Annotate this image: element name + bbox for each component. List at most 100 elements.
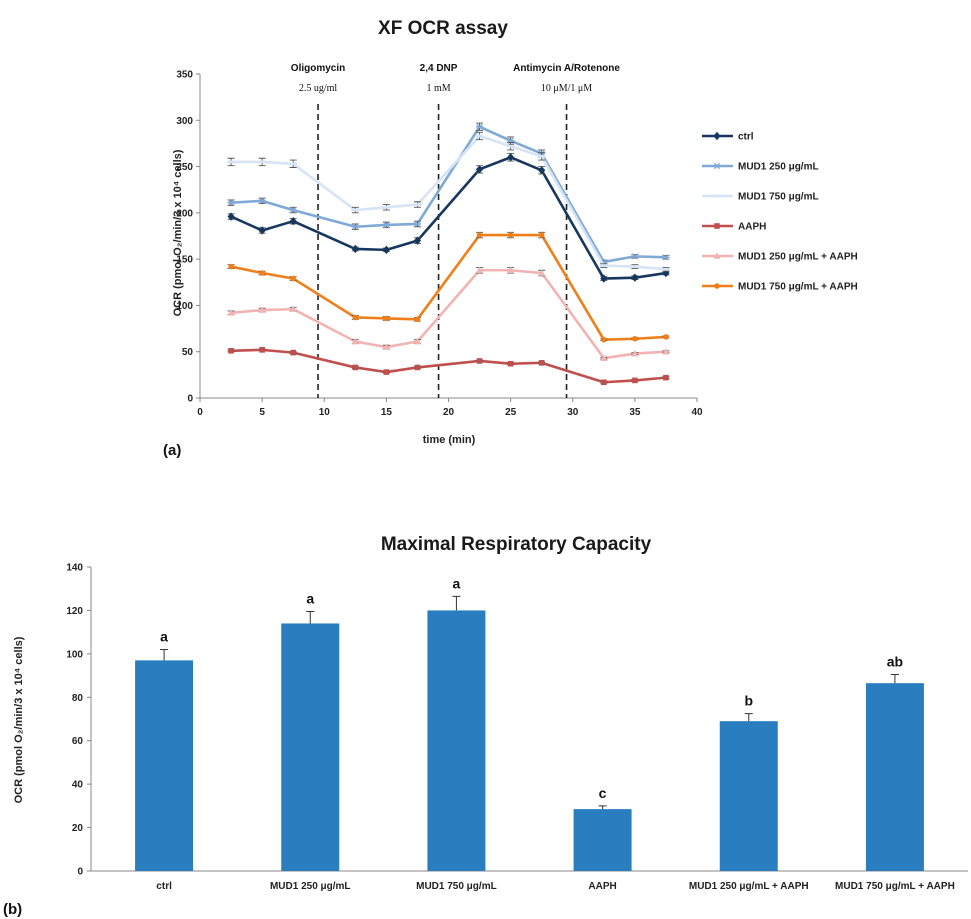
legend-entry: MUD1 750 μg/mL + AAPH — [702, 282, 858, 293]
x-tick-label: 40 — [691, 407, 703, 418]
y-tick-label: 80 — [72, 693, 84, 704]
chart-a-series — [227, 122, 670, 386]
data-point — [289, 206, 297, 214]
data-point — [352, 314, 359, 321]
chart-b-panel-label: (b) — [3, 901, 22, 918]
y-tick-label: 60 — [72, 736, 84, 747]
data-point — [631, 273, 639, 282]
data-point — [475, 134, 484, 138]
significance-letter: b — [744, 693, 753, 709]
data-point — [289, 216, 297, 226]
data-point — [382, 343, 390, 350]
y-tick-label: 0 — [77, 867, 83, 878]
data-point — [414, 364, 421, 371]
data-point — [289, 162, 298, 166]
bar — [865, 683, 924, 871]
significance-letter: a — [160, 629, 168, 645]
data-point — [662, 348, 670, 355]
data-point — [663, 334, 669, 340]
data-point — [601, 336, 607, 343]
data-point — [713, 252, 721, 259]
data-point — [227, 212, 235, 221]
y-tick-label: 100 — [66, 649, 83, 660]
y-tick-label: 150 — [176, 255, 193, 266]
data-point — [258, 197, 266, 204]
injection-dose: 10 μM/1 μM — [541, 83, 592, 94]
data-point — [351, 244, 359, 254]
series-1 — [227, 122, 670, 266]
data-point — [632, 335, 638, 342]
data-point — [601, 379, 607, 386]
data-point — [227, 160, 236, 164]
legend-entry: AAPH — [702, 222, 766, 233]
bar-group: c AAPH — [573, 785, 632, 892]
bar — [573, 809, 632, 871]
error-bar — [598, 805, 607, 810]
bar-group: a ctrl — [135, 629, 194, 892]
data-point — [600, 274, 608, 283]
data-point — [507, 266, 515, 274]
data-point — [413, 203, 422, 206]
legend-entry: ctrl — [702, 132, 754, 143]
error-bar — [744, 713, 753, 722]
data-point — [413, 337, 422, 345]
category-label: AAPH — [588, 881, 616, 892]
bar-group: ab MUD1 750 μg/mL + AAPH — [835, 653, 955, 892]
mrc-bar-chart: Maximal Respiratory Capacity OCR (pmol O… — [3, 534, 968, 918]
legend-entry: MUD1 250 μg/mL + AAPH — [702, 252, 858, 263]
data-point — [476, 232, 483, 238]
data-point — [475, 123, 484, 130]
injection-label: 2,4 DNP — [420, 63, 458, 74]
error-bar — [306, 611, 315, 624]
category-label: MUD1 250 μg/mL + AAPH — [689, 881, 809, 892]
data-point — [259, 347, 265, 353]
data-point — [352, 364, 359, 371]
injection-dose: 1 mM — [426, 83, 450, 94]
data-point — [383, 315, 390, 322]
bar — [135, 660, 194, 871]
data-point — [228, 263, 234, 270]
error-bar — [452, 595, 461, 611]
legend-label: MUD1 250 μg/mL + AAPH — [738, 252, 858, 263]
category-label: ctrl — [156, 881, 172, 892]
data-point — [537, 154, 546, 158]
chart-b-y-ticks: 0 20 40 60 80 100 120 140 — [66, 563, 91, 878]
series-2 — [227, 131, 670, 272]
data-point — [507, 232, 514, 238]
data-point — [662, 254, 670, 261]
chart-b-bars: a ctrl a MUD1 250 μg/mL a MUD1 750 μg/mL c AAPH… — [135, 575, 955, 892]
data-point — [414, 316, 421, 323]
data-point — [476, 358, 483, 364]
x-tick-label: 0 — [197, 407, 203, 418]
chart-a-title: XF OCR assay — [378, 18, 508, 39]
category-label: MUD1 750 μg/mL + AAPH — [835, 881, 955, 892]
chart-a-xlabel: time (min) — [423, 434, 476, 446]
data-point — [600, 354, 608, 361]
bar — [427, 610, 486, 871]
series-line — [231, 134, 667, 271]
data-point — [507, 153, 515, 162]
significance-letter: c — [599, 785, 607, 801]
data-point — [538, 232, 545, 238]
y-tick-label: 100 — [176, 301, 193, 312]
ocr-line-chart: XF OCR assay OCR (pmol O₂/min/3 x 10⁴ ce… — [163, 18, 858, 459]
y-tick-label: 200 — [176, 208, 193, 219]
data-point — [351, 223, 359, 230]
chart-a-y-ticks: 0 50 100 150 200 250 300 350 — [176, 70, 200, 405]
data-point — [630, 265, 639, 268]
chart-b-title: Maximal Respiratory Capacity — [381, 534, 652, 555]
data-point — [227, 199, 235, 206]
series-line — [230, 233, 667, 341]
data-point — [351, 208, 360, 212]
data-point — [538, 269, 546, 276]
chart-a-injection-markers: Oligomycin 2.5 ug/ml 2,4 DNP 1 mM Antimycin … — [291, 63, 620, 398]
chart-a-panel-label: (a) — [163, 442, 181, 459]
significance-letter: ab — [887, 653, 903, 669]
y-tick-label: 0 — [187, 394, 193, 405]
data-point — [475, 266, 484, 274]
data-point — [258, 306, 266, 313]
injection-label: Antimycin A/Rotenone — [513, 63, 620, 74]
legend-entry: MUD1 750 μg/mL — [702, 192, 819, 203]
chart-a-ylabel: OCR (pmol O₂/min/3 x 10⁴ cells) — [172, 149, 184, 316]
